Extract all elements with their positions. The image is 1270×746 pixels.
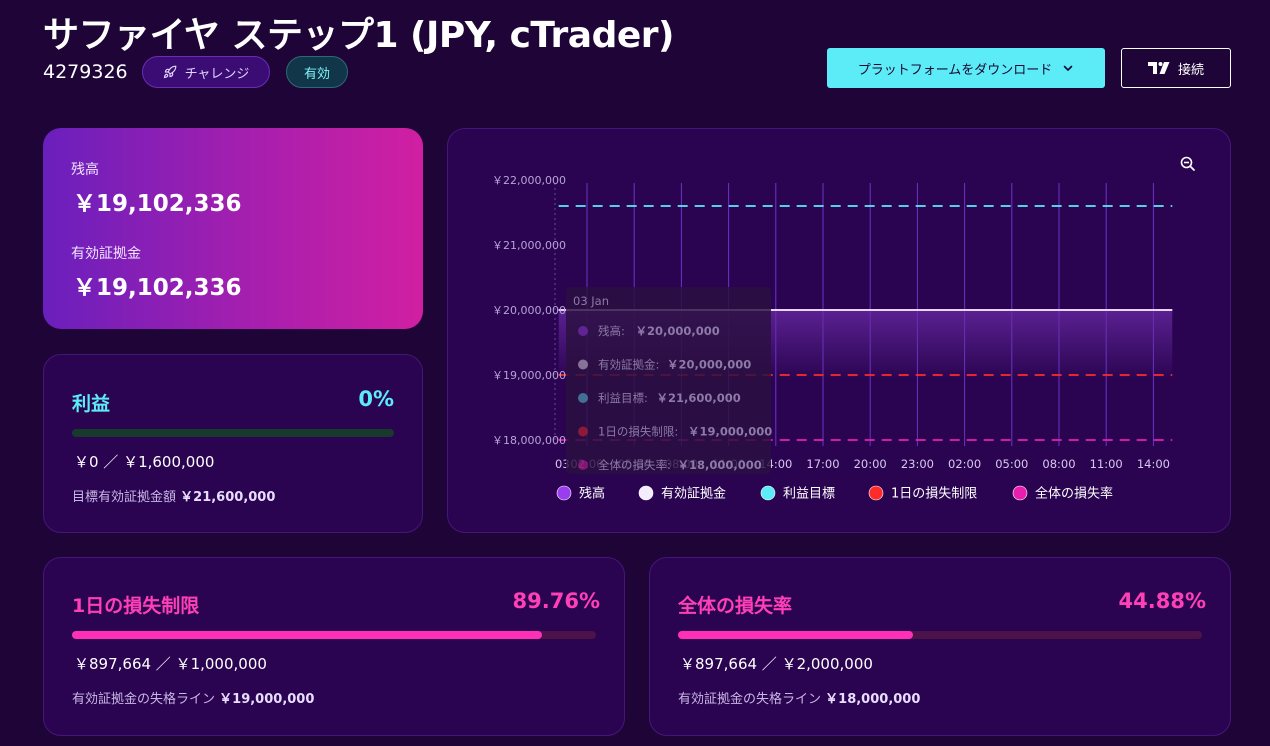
tooltip-date: 03 Jan [573, 294, 609, 308]
x-tick-label: 20:00 [854, 457, 887, 471]
daily-loss-progress-fill [72, 631, 543, 639]
legend-marker [868, 485, 884, 501]
status-badge-label: 有効 [303, 66, 330, 82]
daily-loss-line-value: ￥19,000,000 [219, 692, 315, 707]
total-loss-line-value: ￥18,000,000 [825, 692, 921, 707]
balance-card: 残高 ￥19,102,336 有効証拠金 ￥19,102,336 [43, 128, 423, 329]
total-loss-progress-fill [678, 631, 914, 639]
equity-chart: ￥22,000,000 ￥21,000,000 ￥20,000,000 ￥19,000… [492, 174, 1173, 502]
zoom-out-icon[interactable] [1180, 156, 1196, 172]
legend-label: 有効証拠金 [661, 486, 726, 502]
y-tick-label: ￥22,000,000 [492, 174, 566, 187]
connect-label: 接続 [1177, 62, 1204, 78]
daily-loss-title: 1日の損失制限 [72, 595, 200, 617]
tradingview-icon [1147, 62, 1170, 74]
legend-item[interactable]: 残高 [556, 485, 605, 502]
x-tick-prefix: 03 [555, 457, 570, 471]
daily-loss-line: 有効証拠金の失格ライン ￥19,000,000 [72, 688, 314, 707]
profit-card: 利益 0% ￥0 ／ ￥1,600,000 目標有効証拠金額 ￥21,600,0… [43, 354, 423, 533]
chart-tooltip: 03 Jan 残高: ￥20,000,000 有効証拠金: ￥20,000,000 利益目… [566, 287, 772, 474]
x-tick-label: 17:00 [806, 457, 839, 471]
legend-marker [1012, 485, 1028, 501]
tooltip-row-label: 残高: [598, 324, 625, 338]
equity-value: ￥19,102,336 [73, 275, 242, 301]
tooltip-row-label: 利益目標: [598, 391, 648, 405]
profit-target-label: 目標有効証拠金額 [72, 490, 177, 505]
tooltip-row-label: 全体の損失率: [598, 458, 671, 472]
total-loss-progress-track [678, 631, 1202, 639]
x-tick-label: 05:00 [995, 457, 1028, 471]
daily-loss-line-label: 有効証拠金の失格ライン [72, 692, 216, 707]
equity-label: 有効証拠金 [71, 246, 141, 262]
legend-item[interactable]: 1日の損失制限 [868, 485, 977, 502]
tooltip-marker [578, 326, 588, 336]
tooltip-marker [578, 426, 588, 437]
profit-progress-track [72, 429, 394, 437]
tooltip-row-label: 有効証拠金: [598, 358, 659, 372]
legend-label: 残高 [579, 486, 605, 502]
chart-card: ￥22,000,000 ￥21,000,000 ￥20,000,000 ￥19,000… [447, 128, 1231, 533]
tooltip-row-value: ￥19,000,000 [688, 425, 772, 439]
chevron-down-icon [1064, 65, 1073, 71]
x-tick-label: 14:00 [1137, 457, 1170, 471]
legend-marker [556, 485, 572, 501]
total-loss-line-label: 有効証拠金の失格ライン [678, 692, 822, 707]
legend-marker [638, 485, 654, 501]
total-loss-line: 有効証拠金の失格ライン ￥18,000,000 [678, 688, 920, 707]
daily-loss-amount: ￥897,664 ／ ￥1,000,000 [74, 655, 267, 673]
download-platform-label: プラットフォームをダウンロード [857, 62, 1053, 78]
x-tick-label: 23:00 [901, 457, 934, 471]
tooltip-row-label: 1日の損失制限: [598, 425, 678, 439]
balance-value: ￥19,102,336 [73, 191, 242, 217]
x-tick-label: 02:00 [948, 457, 981, 471]
y-tick-label: ￥19,000,000 [492, 369, 566, 382]
legend-item[interactable]: 全体の損失率 [1012, 485, 1113, 502]
tooltip-row-value: ￥20,000,000 [667, 358, 751, 372]
status-badge: 有効 [286, 56, 348, 88]
total-loss-title: 全体の損失率 [678, 595, 793, 617]
legend-label: 1日の損失制限 [891, 487, 977, 502]
daily-loss-percent: 89.76% [512, 589, 600, 613]
y-tick-label: ￥18,000,000 [492, 434, 566, 447]
daily-loss-progress-track [72, 631, 596, 639]
profit-amount: ￥0 ／ ￥1,600,000 [74, 453, 215, 471]
legend-item[interactable]: 利益目標 [760, 485, 835, 502]
legend-label: 全体の損失率 [1035, 486, 1113, 502]
rocket-icon [163, 65, 176, 79]
tooltip-marker [578, 393, 588, 403]
y-tick-label: ￥21,000,000 [492, 239, 566, 252]
total-loss-card: 全体の損失率 44.88% ￥897,664 ／ ￥2,000,000 有効証拠… [649, 557, 1231, 736]
total-loss-amount: ￥897,664 ／ ￥2,000,000 [680, 655, 873, 673]
profit-title: 利益 [72, 393, 111, 415]
y-tick-label: ￥20,000,000 [492, 304, 566, 317]
download-platform-button[interactable]: プラットフォームをダウンロード [827, 48, 1105, 88]
profit-target: 目標有効証拠金額 ￥21,600,000 [72, 486, 275, 505]
daily-loss-card: 1日の損失制限 89.76% ￥897,664 ／ ￥1,000,000 有効証… [43, 557, 625, 736]
page-title: サファイヤ ステップ1 (JPY, cTrader) [43, 15, 674, 56]
challenge-badge-label: チャレンジ [184, 66, 250, 82]
legend-item[interactable]: 有効証拠金 [638, 485, 726, 502]
tooltip-row-value: ￥20,000,000 [636, 324, 720, 338]
account-id: 4279326 [43, 61, 128, 83]
x-tick-label: 11:00 [1090, 457, 1123, 471]
connect-button[interactable]: 接続 [1121, 48, 1231, 88]
tooltip-marker [578, 359, 588, 370]
legend-marker [760, 485, 776, 501]
balance-label: 残高 [71, 162, 99, 178]
tooltip-row-value: ￥21,600,000 [657, 391, 741, 405]
challenge-badge: チャレンジ [142, 56, 270, 88]
tooltip-background [566, 287, 771, 474]
total-loss-percent: 44.88% [1118, 589, 1206, 613]
tooltip-row-value: ￥18,000,000 [678, 458, 762, 472]
tooltip-marker [578, 460, 588, 470]
legend-label: 利益目標 [783, 487, 835, 502]
profit-target-value: ￥21,600,000 [180, 490, 276, 505]
profit-percent: 0% [358, 387, 394, 411]
x-tick-label: 08:00 [1042, 457, 1075, 471]
